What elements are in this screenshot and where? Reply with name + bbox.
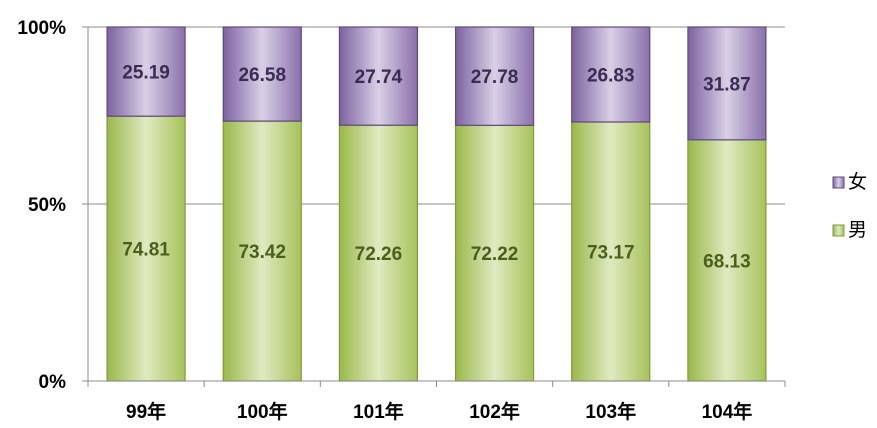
x-tick-label: 101年 [353, 400, 404, 423]
axes [82, 26, 786, 387]
data-label-male: 73.17 [587, 242, 635, 263]
gridlines [88, 26, 785, 205]
legend-label: 女 [848, 171, 867, 193]
legend-swatch [832, 176, 845, 189]
legend: 女男 [832, 171, 867, 241]
bar-male [338, 124, 419, 382]
bar-male [106, 115, 186, 382]
x-tick-label: 104年 [702, 400, 753, 423]
y-tick-label: 0% [39, 372, 67, 393]
data-label-female: 26.58 [238, 65, 286, 86]
bar-female [338, 26, 419, 126]
x-tick-label: 100年 [237, 400, 288, 423]
x-tick-label: 103年 [585, 400, 636, 423]
bar-male [687, 139, 767, 382]
y-tick-label: 50% [28, 195, 66, 216]
x-tick-label: 102年 [469, 400, 520, 423]
legend-label: 男 [848, 219, 867, 241]
bar-female [687, 26, 767, 141]
bars [106, 26, 767, 382]
bar-female [106, 26, 186, 117]
data-label-female: 25.19 [122, 63, 170, 84]
data-label-male: 74.81 [122, 240, 170, 261]
bar-male [571, 121, 651, 382]
data-label-male: 72.22 [471, 244, 519, 265]
data-label-female: 31.87 [703, 74, 751, 95]
bar-male [454, 124, 535, 382]
labels: 0% 50% 100% 25.19 74.81 99年 26.58 73.42 100年 27.7… [17, 18, 752, 423]
data-label-male: 68.13 [703, 251, 751, 272]
data-label-female: 27.74 [355, 67, 403, 88]
bar-male [222, 120, 302, 382]
data-label-male: 73.42 [238, 242, 286, 263]
bar-female [571, 26, 651, 123]
legend-swatch [832, 224, 845, 237]
y-tick-label: 100% [17, 18, 66, 39]
bar-female [222, 26, 302, 122]
data-label-male: 72.26 [355, 244, 403, 265]
x-tick-label: 99年 [126, 400, 166, 423]
data-label-female: 26.83 [587, 65, 635, 86]
data-label-female: 27.78 [471, 67, 519, 88]
bar-female [454, 26, 535, 126]
